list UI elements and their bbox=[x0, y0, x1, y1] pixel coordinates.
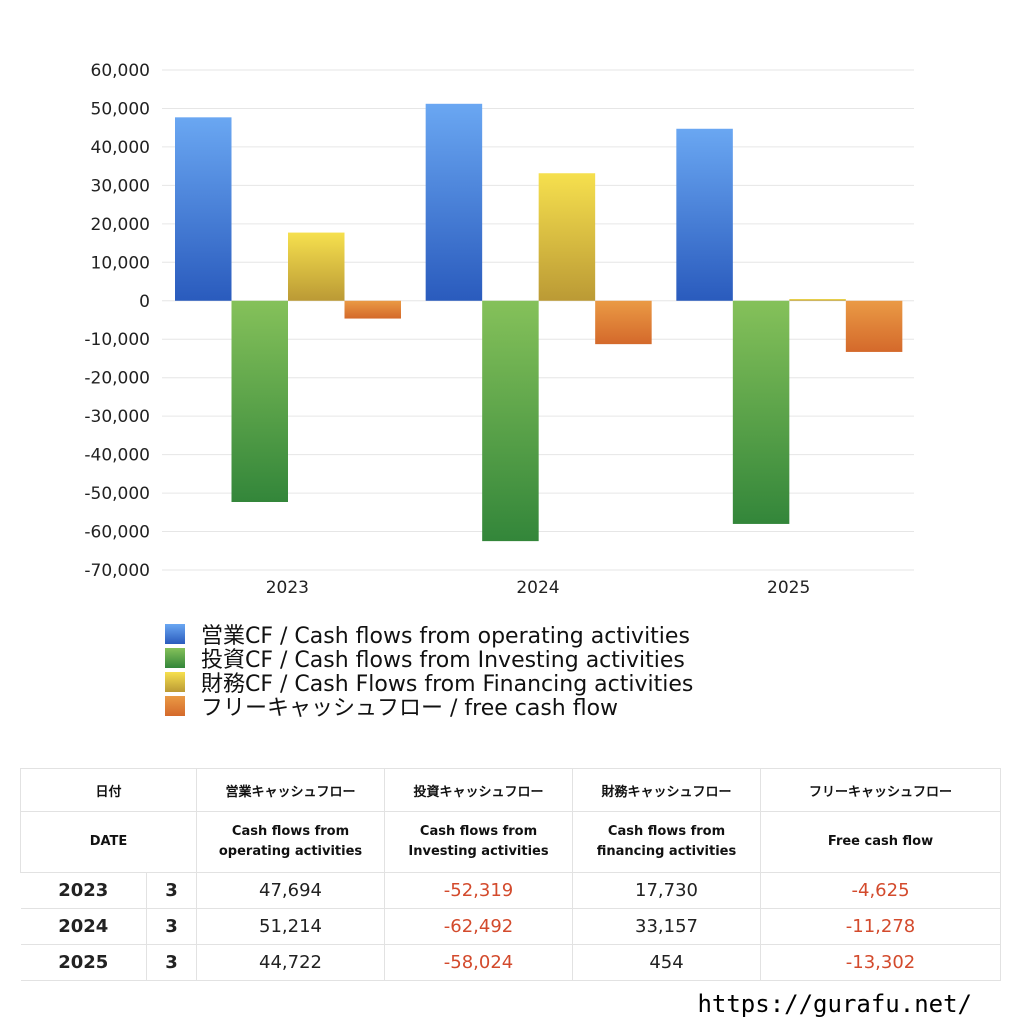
header-operating-en-line2: operating activities bbox=[218, 844, 363, 859]
row-investing: -58,024 bbox=[384, 944, 574, 981]
header-free-en: Free cash flow bbox=[760, 811, 1002, 873]
legend-item-free: フリーキャッシュフロー / free cash flow bbox=[165, 694, 693, 721]
header-operating-en-line1: Cash flows from bbox=[231, 824, 350, 839]
x-category-label: 2024 bbox=[516, 578, 559, 598]
legend-swatch-free bbox=[165, 696, 185, 716]
row-year: 2023 bbox=[20, 872, 147, 909]
row-year: 2024 bbox=[20, 908, 147, 945]
row-operating: 44,722 bbox=[196, 944, 386, 981]
row-operating: 47,694 bbox=[196, 872, 386, 909]
row-free: -13,302 bbox=[760, 944, 1002, 981]
row-operating: 51,214 bbox=[196, 908, 386, 945]
legend-label-financing: 財務CF / Cash Flows from Financing activit… bbox=[201, 672, 694, 697]
header-operating-jp: 営業キャッシュフロー bbox=[196, 768, 386, 812]
bar-2023-series-2 bbox=[288, 232, 345, 301]
bar-2025-series-1 bbox=[732, 300, 790, 524]
bars bbox=[175, 103, 903, 542]
y-tick-label: 10,000 bbox=[91, 253, 150, 273]
y-tick-label: -50,000 bbox=[84, 484, 150, 504]
row-financing: 454 bbox=[572, 944, 762, 981]
bar-2023-series-1 bbox=[231, 300, 288, 502]
y-tick-label: 20,000 bbox=[91, 215, 150, 235]
y-tick-label: 60,000 bbox=[91, 61, 150, 81]
y-tick-label: -20,000 bbox=[84, 369, 150, 389]
y-tick-label: -30,000 bbox=[84, 407, 150, 427]
legend-swatch-operating bbox=[165, 624, 185, 644]
y-tick-label: -60,000 bbox=[84, 523, 150, 543]
row-month: 3 bbox=[145, 944, 198, 981]
bar-2023-series-3 bbox=[344, 300, 401, 319]
cash-flow-table: 日付 営業キャッシュフロー 投資キャッシュフロー 財務キャッシュフロー フリーキ… bbox=[19, 768, 1002, 981]
legend-swatch-investing bbox=[165, 648, 185, 668]
y-tick-label: -10,000 bbox=[84, 330, 150, 350]
bar-2024-series-0 bbox=[425, 103, 483, 301]
y-tick-label: 50,000 bbox=[91, 99, 150, 119]
y-tick-label: -70,000 bbox=[84, 561, 150, 581]
legend-swatch-financing bbox=[165, 672, 185, 692]
legend-item-operating: 営業CF / Cash flows from operating activit… bbox=[165, 622, 693, 649]
table-header-jp: 日付 営業キャッシュフロー 投資キャッシュフロー 財務キャッシュフロー フリーキ… bbox=[19, 768, 1002, 812]
x-category-label: 2025 bbox=[767, 578, 810, 598]
row-financing: 33,157 bbox=[572, 908, 762, 945]
header-date-jp: 日付 bbox=[19, 768, 198, 812]
row-month: 3 bbox=[145, 872, 198, 909]
header-investing-en-line1: Cash flows from bbox=[419, 824, 538, 839]
header-financing-jp: 財務キャッシュフロー bbox=[572, 768, 762, 812]
bar-2024-series-3 bbox=[595, 300, 652, 345]
row-financing: 17,730 bbox=[572, 872, 762, 909]
legend-label-operating: 営業CF / Cash flows from operating activit… bbox=[201, 624, 690, 649]
legend-item-investing: 投資CF / Cash flows from Investing activit… bbox=[165, 646, 693, 673]
y-tick-label: 40,000 bbox=[91, 138, 150, 158]
bar-2025-series-0 bbox=[676, 128, 733, 301]
header-investing-jp: 投資キャッシュフロー bbox=[384, 768, 574, 812]
table-row: 2024 3 51,214 -62,492 33,157 -11,278 bbox=[20, 908, 1002, 945]
row-free: -4,625 bbox=[760, 872, 1002, 909]
site-url[interactable]: https://gurafu.net/ bbox=[697, 990, 972, 1018]
bar-2024-series-1 bbox=[482, 300, 539, 542]
legend-label-free: フリーキャッシュフロー / free cash flow bbox=[201, 696, 619, 721]
header-date-en: DATE bbox=[19, 811, 198, 873]
y-axis: 60,000 50,000 40,000 30,000 20,000 10,000 0 -10… bbox=[84, 61, 150, 581]
header-financing-en: Cash flows from financing activities bbox=[572, 811, 762, 873]
table-header-en: DATE Cash flows from operating activities… bbox=[19, 811, 1002, 873]
legend-label-investing: 投資CF / Cash flows from Investing activit… bbox=[201, 648, 685, 673]
bar-2023-series-0 bbox=[175, 117, 232, 301]
row-month: 3 bbox=[145, 908, 198, 945]
legend-item-financing: 財務CF / Cash Flows from Financing activit… bbox=[165, 670, 693, 697]
bar-2025-series-2 bbox=[789, 299, 846, 301]
row-investing: -62,492 bbox=[384, 908, 574, 945]
y-tick-label: 30,000 bbox=[91, 176, 150, 196]
header-financing-en-line1: Cash flows from bbox=[607, 824, 726, 839]
x-axis: 2023 2024 2025 bbox=[266, 578, 811, 598]
cash-flow-bar-chart: 60,000 50,000 40,000 30,000 20,000 10,000 0 -10… bbox=[84, 61, 914, 598]
header-free-jp: フリーキャッシュフロー bbox=[760, 768, 1002, 812]
header-operating-en: Cash flows from operating activities bbox=[196, 811, 386, 873]
y-tick-label: 0 bbox=[139, 292, 150, 312]
row-year: 2025 bbox=[20, 944, 147, 981]
row-investing: -52,319 bbox=[384, 872, 574, 909]
x-category-label: 2023 bbox=[266, 578, 309, 598]
y-tick-label: -40,000 bbox=[84, 446, 150, 466]
header-investing-en: Cash flows from Investing activities bbox=[384, 811, 574, 873]
row-free: -11,278 bbox=[760, 908, 1002, 945]
header-investing-en-line2: Investing activities bbox=[408, 844, 549, 859]
bar-2025-series-3 bbox=[845, 300, 903, 352]
table-row: 2025 3 44,722 -58,024 454 -13,302 bbox=[20, 944, 1002, 981]
header-financing-en-line2: financing activities bbox=[596, 844, 737, 859]
bar-2024-series-2 bbox=[538, 173, 596, 301]
table-row: 2023 3 47,694 -52,319 17,730 -4,625 bbox=[20, 872, 1002, 909]
legend: 営業CF / Cash flows from operating activit… bbox=[165, 622, 693, 721]
